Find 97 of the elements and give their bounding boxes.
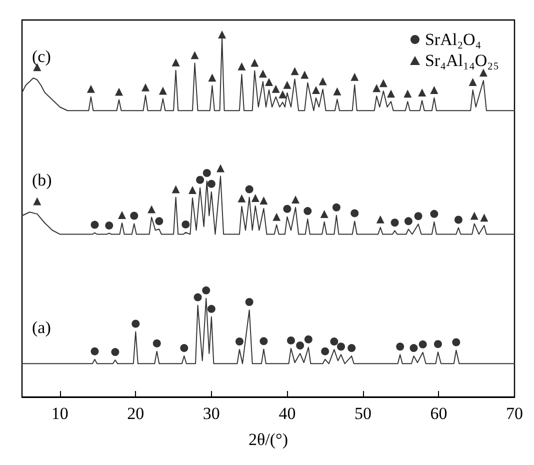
point — [196, 176, 204, 184]
point — [283, 204, 292, 213]
point — [418, 88, 426, 96]
x-axis-title: 2θ/(°) — [248, 430, 288, 449]
point — [172, 185, 180, 194]
point — [111, 348, 120, 356]
x-tick-label: 10 — [51, 404, 68, 423]
point — [251, 194, 260, 202]
point — [172, 58, 180, 66]
point — [105, 222, 114, 230]
point — [245, 298, 254, 306]
point — [304, 335, 312, 344]
point — [188, 186, 196, 194]
point — [132, 320, 140, 328]
point — [114, 88, 123, 96]
point — [152, 339, 161, 348]
point — [430, 210, 438, 218]
point — [216, 164, 225, 172]
point — [155, 217, 164, 226]
point — [430, 86, 438, 94]
point — [350, 209, 359, 218]
point — [321, 347, 330, 356]
point — [404, 90, 412, 98]
point — [86, 84, 95, 93]
point — [454, 216, 462, 224]
x-tick-label: 30 — [202, 404, 220, 423]
annotation: (b) — [32, 170, 52, 190]
point — [376, 215, 384, 224]
point — [272, 212, 281, 221]
x-tick-label: 20 — [127, 404, 144, 423]
point — [142, 83, 150, 92]
x-tick-label: 50 — [354, 404, 372, 423]
point — [260, 196, 268, 205]
point — [208, 74, 216, 82]
point — [278, 90, 287, 98]
point — [90, 347, 99, 356]
point — [292, 195, 300, 204]
point — [386, 90, 395, 98]
point — [207, 180, 216, 188]
point — [418, 340, 427, 348]
point — [468, 78, 477, 86]
point — [235, 338, 244, 346]
point — [336, 342, 345, 351]
point — [304, 207, 312, 216]
point — [207, 304, 216, 313]
x-tick-label: 40 — [278, 404, 296, 423]
legend-label: Sr₄Al₁₄O₂₅ — [424, 51, 500, 70]
point — [245, 185, 254, 194]
point — [158, 86, 167, 95]
point — [318, 77, 327, 86]
point — [396, 342, 404, 351]
point — [290, 67, 299, 76]
point — [194, 293, 202, 302]
point — [410, 344, 418, 352]
point — [190, 51, 199, 60]
point — [90, 220, 99, 229]
point — [434, 340, 442, 348]
point — [350, 72, 359, 81]
point — [348, 344, 356, 352]
point — [202, 168, 211, 177]
point — [258, 70, 267, 78]
point — [332, 203, 340, 212]
point — [390, 218, 399, 227]
point — [238, 62, 246, 70]
point — [320, 210, 328, 218]
x-tick-label: 70 — [506, 404, 523, 423]
x-tick-label: 60 — [430, 404, 448, 423]
point — [300, 70, 309, 79]
point — [372, 84, 381, 92]
point — [148, 205, 156, 214]
point — [218, 30, 226, 38]
point — [470, 212, 478, 220]
point — [272, 84, 280, 93]
point — [330, 338, 338, 346]
point — [202, 286, 210, 294]
point — [250, 58, 259, 67]
point — [414, 212, 422, 220]
point — [296, 342, 304, 350]
legend-label: SrAl₂O₄ — [424, 30, 482, 49]
point — [312, 86, 320, 94]
point — [283, 80, 292, 89]
point — [260, 337, 268, 346]
annotation: (a) — [32, 318, 51, 338]
point — [379, 79, 388, 88]
point — [33, 197, 42, 206]
point — [180, 344, 188, 352]
point — [286, 336, 295, 344]
point — [265, 78, 274, 86]
point — [404, 217, 412, 226]
point — [182, 220, 190, 228]
point — [452, 338, 460, 346]
point — [333, 87, 342, 96]
point — [238, 194, 246, 202]
point — [480, 214, 488, 222]
point — [118, 211, 126, 220]
annotation: (c) — [32, 47, 51, 66]
point — [130, 212, 138, 220]
